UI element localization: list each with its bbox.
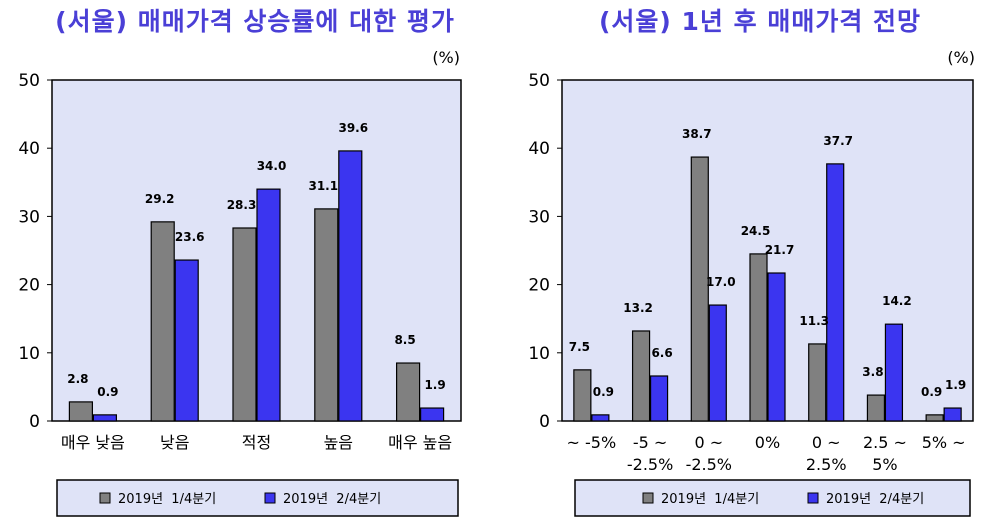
- legend-label-series2: 2019년 2/4분기: [283, 492, 381, 507]
- legend-label-series1: 2019년 1/4분기: [661, 492, 759, 507]
- bar-series1: [866, 394, 886, 422]
- data-label-series1: 3.8: [862, 365, 883, 379]
- category-label: 5% ~: [922, 433, 966, 452]
- y-tick-label: 10: [18, 344, 40, 364]
- legend-marker-series2: [807, 492, 819, 504]
- data-label-series2: 34.0: [257, 159, 287, 173]
- bar-series2: [174, 259, 199, 422]
- category-label: -5 ~: [633, 433, 667, 452]
- category-label: 2.5%: [806, 455, 847, 474]
- bar-series2: [649, 375, 669, 422]
- legend-label-series2: 2019년 2/4분기: [826, 492, 924, 507]
- data-label-series2: 1.9: [945, 378, 966, 392]
- category-label: 매우 높음: [388, 433, 452, 452]
- bar-series2: [767, 272, 786, 422]
- data-label-series1: 8.5: [394, 333, 415, 347]
- data-label-series2: 0.9: [97, 385, 118, 399]
- legend-box-left: [56, 479, 459, 517]
- data-label-series1: 7.5: [569, 340, 590, 354]
- data-label-series2: 0.9: [593, 385, 614, 399]
- data-label-series2: 17.0: [706, 275, 736, 289]
- category-label: 0 ~: [694, 433, 723, 452]
- category-label: -2.5%: [627, 455, 673, 474]
- bar-series2: [943, 407, 962, 422]
- data-label-series1: 29.2: [145, 192, 175, 206]
- unit-label-left: (%): [432, 48, 460, 67]
- data-label-series2: 39.6: [338, 121, 368, 135]
- data-label-series1: 11.3: [799, 314, 829, 328]
- data-label-series1: 31.1: [308, 179, 338, 193]
- y-tick-label: 50: [528, 71, 550, 91]
- bar-series2: [591, 414, 610, 422]
- bar-series1: [396, 362, 421, 422]
- chart-title-left: (서울) 매매가격 상승률에 대한 평가: [55, 7, 455, 36]
- y-tick-label: 50: [18, 71, 40, 91]
- category-label: 5%: [872, 455, 897, 474]
- bar-series1: [925, 414, 944, 422]
- bar-series2: [708, 304, 727, 422]
- category-label: 낮음: [160, 433, 189, 452]
- y-tick-label: 40: [18, 139, 40, 159]
- data-label-series2: 21.7: [765, 243, 795, 257]
- category-label: -2.5%: [686, 455, 732, 474]
- category-label: 0%: [755, 433, 780, 452]
- data-label-series2: 23.6: [175, 230, 205, 244]
- bar-series1: [749, 253, 768, 422]
- bar-series1: [232, 227, 257, 422]
- y-tick-label: 0: [29, 412, 40, 432]
- bar-series1: [150, 221, 175, 422]
- category-label: 2.5 ~: [863, 433, 907, 452]
- bar-series1: [314, 208, 339, 422]
- data-label-series1: 28.3: [227, 198, 257, 212]
- legend-marker-series1: [642, 492, 654, 504]
- category-label: 높음: [324, 433, 353, 452]
- bar-series2: [826, 163, 845, 422]
- legend-box-right: [574, 479, 971, 517]
- data-label-series1: 2.8: [67, 372, 88, 386]
- category-label: 적정: [242, 433, 271, 452]
- y-tick-label: 20: [18, 276, 40, 296]
- legend-marker-series2: [264, 492, 276, 504]
- unit-label-right: (%): [947, 48, 975, 67]
- category-label: 매우 낮음: [61, 433, 125, 452]
- data-label-series1: 0.9: [921, 385, 942, 399]
- y-tick-label: 10: [528, 344, 550, 364]
- data-label-series1: 13.2: [623, 301, 653, 315]
- bar-series1: [631, 330, 651, 422]
- data-label-series2: 1.9: [424, 378, 445, 392]
- data-label-series1: 38.7: [682, 127, 712, 141]
- bar-series2: [256, 188, 281, 422]
- legend-marker-series1: [99, 492, 111, 504]
- y-tick-label: 0: [539, 412, 550, 432]
- bar-series1: [808, 343, 827, 422]
- category-label: 0 ~: [812, 433, 841, 452]
- bar-series2: [884, 323, 904, 422]
- bar-series2: [92, 414, 118, 422]
- legend-label-series1: 2019년 1/4분기: [118, 492, 216, 507]
- bar-series1: [68, 401, 94, 422]
- bar-series2: [338, 150, 363, 422]
- chart-title-right: (서울) 1년 후 매매가격 전망: [598, 7, 922, 36]
- y-tick-label: 20: [528, 276, 550, 296]
- category-label: ~ -5%: [567, 433, 617, 452]
- data-label-series2: 6.6: [651, 346, 672, 360]
- bar-series1: [690, 156, 709, 422]
- bar-series2: [420, 407, 445, 422]
- y-tick-label: 30: [18, 207, 40, 227]
- data-label-series2: 14.2: [882, 294, 912, 308]
- bar-series1: [573, 369, 592, 422]
- y-tick-label: 30: [528, 207, 550, 227]
- data-label-series2: 37.7: [823, 134, 853, 148]
- data-label-series1: 24.5: [741, 224, 771, 238]
- y-tick-label: 40: [528, 139, 550, 159]
